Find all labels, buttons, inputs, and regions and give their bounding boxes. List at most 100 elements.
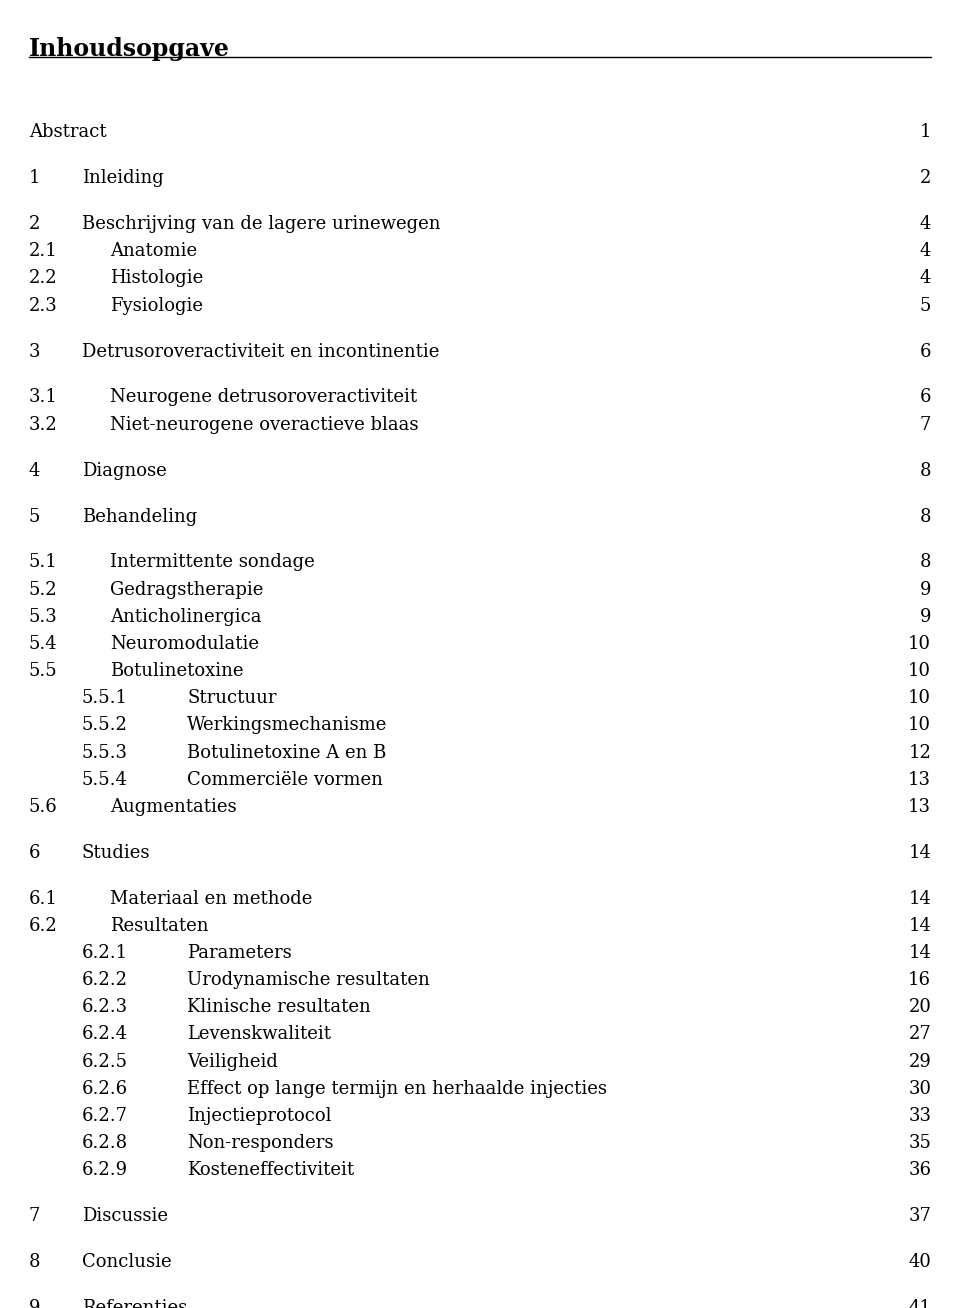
Text: 4: 4	[920, 215, 931, 233]
Text: 3: 3	[29, 343, 40, 361]
Text: Inhoudsopgave: Inhoudsopgave	[29, 37, 229, 60]
Text: 4: 4	[920, 269, 931, 288]
Text: 5.5.3: 5.5.3	[82, 743, 128, 761]
Text: 9: 9	[920, 608, 931, 625]
Text: Behandeling: Behandeling	[82, 508, 197, 526]
Text: 20: 20	[908, 998, 931, 1016]
Text: Non-responders: Non-responders	[187, 1134, 334, 1152]
Text: 10: 10	[908, 717, 931, 734]
Text: 2.1: 2.1	[29, 242, 58, 260]
Text: 6.2.3: 6.2.3	[82, 998, 128, 1016]
Text: 37: 37	[908, 1207, 931, 1226]
Text: 8: 8	[920, 508, 931, 526]
Text: 8: 8	[920, 553, 931, 572]
Text: 1: 1	[29, 169, 40, 187]
Text: 7: 7	[920, 416, 931, 434]
Text: 5.3: 5.3	[29, 608, 58, 625]
Text: 4: 4	[920, 242, 931, 260]
Text: Conclusie: Conclusie	[82, 1253, 171, 1271]
Text: 13: 13	[908, 770, 931, 789]
Text: 14: 14	[908, 917, 931, 935]
Text: 8: 8	[920, 462, 931, 480]
Text: 27: 27	[908, 1025, 931, 1044]
Text: Intermittente sondage: Intermittente sondage	[110, 553, 315, 572]
Text: 14: 14	[908, 944, 931, 961]
Text: 14: 14	[908, 844, 931, 862]
Text: 6.2: 6.2	[29, 917, 58, 935]
Text: Materiaal en methode: Materiaal en methode	[110, 889, 313, 908]
Text: Resultaten: Resultaten	[110, 917, 209, 935]
Text: 5.2: 5.2	[29, 581, 58, 599]
Text: 16: 16	[908, 971, 931, 989]
Text: Injectieprotocol: Injectieprotocol	[187, 1107, 332, 1125]
Text: Anatomie: Anatomie	[110, 242, 198, 260]
Text: 10: 10	[908, 634, 931, 653]
Text: Neurogene detrusoroveractiviteit: Neurogene detrusoroveractiviteit	[110, 388, 418, 407]
Text: 6.2.1: 6.2.1	[82, 944, 128, 961]
Text: 14: 14	[908, 889, 931, 908]
Text: Botulinetoxine: Botulinetoxine	[110, 662, 244, 680]
Text: 10: 10	[908, 662, 931, 680]
Text: 6.2.7: 6.2.7	[82, 1107, 128, 1125]
Text: 6.2.5: 6.2.5	[82, 1053, 128, 1071]
Text: 5: 5	[920, 297, 931, 314]
Text: 33: 33	[908, 1107, 931, 1125]
Text: Discussie: Discussie	[82, 1207, 168, 1226]
Text: 6.1: 6.1	[29, 889, 58, 908]
Text: 6.2.9: 6.2.9	[82, 1162, 128, 1180]
Text: Werkingsmechanisme: Werkingsmechanisme	[187, 717, 388, 734]
Text: 6.2.6: 6.2.6	[82, 1080, 128, 1097]
Text: 9: 9	[29, 1299, 40, 1308]
Text: Beschrijving van de lagere urinewegen: Beschrijving van de lagere urinewegen	[82, 215, 440, 233]
Text: 5.5.4: 5.5.4	[82, 770, 128, 789]
Text: Commerciële vormen: Commerciële vormen	[187, 770, 383, 789]
Text: Detrusoroveractiviteit en incontinentie: Detrusoroveractiviteit en incontinentie	[82, 343, 439, 361]
Text: Gedragstherapie: Gedragstherapie	[110, 581, 264, 599]
Text: 5.4: 5.4	[29, 634, 58, 653]
Text: Fysiologie: Fysiologie	[110, 297, 204, 314]
Text: Inleiding: Inleiding	[82, 169, 163, 187]
Text: 40: 40	[908, 1253, 931, 1271]
Text: 5.6: 5.6	[29, 798, 58, 816]
Text: 5.1: 5.1	[29, 553, 58, 572]
Text: 6.2.2: 6.2.2	[82, 971, 128, 989]
Text: 5: 5	[29, 508, 40, 526]
Text: 5.5.1: 5.5.1	[82, 689, 128, 708]
Text: Niet-neurogene overactieve blaas: Niet-neurogene overactieve blaas	[110, 416, 419, 434]
Text: 13: 13	[908, 798, 931, 816]
Text: Augmentaties: Augmentaties	[110, 798, 237, 816]
Text: Urodynamische resultaten: Urodynamische resultaten	[187, 971, 430, 989]
Text: 4: 4	[29, 462, 40, 480]
Text: 3.2: 3.2	[29, 416, 58, 434]
Text: 41: 41	[908, 1299, 931, 1308]
Text: 2: 2	[29, 215, 40, 233]
Text: Anticholinergica: Anticholinergica	[110, 608, 262, 625]
Text: 9: 9	[920, 581, 931, 599]
Text: 6: 6	[920, 343, 931, 361]
Text: 5.5.2: 5.5.2	[82, 717, 128, 734]
Text: Referenties: Referenties	[82, 1299, 187, 1308]
Text: Klinische resultaten: Klinische resultaten	[187, 998, 371, 1016]
Text: 6: 6	[920, 388, 931, 407]
Text: 2: 2	[920, 169, 931, 187]
Text: 2.2: 2.2	[29, 269, 58, 288]
Text: 12: 12	[908, 743, 931, 761]
Text: 6: 6	[29, 844, 40, 862]
Text: Histologie: Histologie	[110, 269, 204, 288]
Text: 2.3: 2.3	[29, 297, 58, 314]
Text: Structuur: Structuur	[187, 689, 276, 708]
Text: 3.1: 3.1	[29, 388, 58, 407]
Text: 6.2.4: 6.2.4	[82, 1025, 128, 1044]
Text: Kosteneffectiviteit: Kosteneffectiviteit	[187, 1162, 354, 1180]
Text: Neuromodulatie: Neuromodulatie	[110, 634, 259, 653]
Text: 10: 10	[908, 689, 931, 708]
Text: 36: 36	[908, 1162, 931, 1180]
Text: Studies: Studies	[82, 844, 150, 862]
Text: 6.2.8: 6.2.8	[82, 1134, 128, 1152]
Text: Abstract: Abstract	[29, 123, 107, 141]
Text: Botulinetoxine A en B: Botulinetoxine A en B	[187, 743, 387, 761]
Text: 5.5: 5.5	[29, 662, 58, 680]
Text: Parameters: Parameters	[187, 944, 292, 961]
Text: 29: 29	[908, 1053, 931, 1071]
Text: Levenskwaliteit: Levenskwaliteit	[187, 1025, 331, 1044]
